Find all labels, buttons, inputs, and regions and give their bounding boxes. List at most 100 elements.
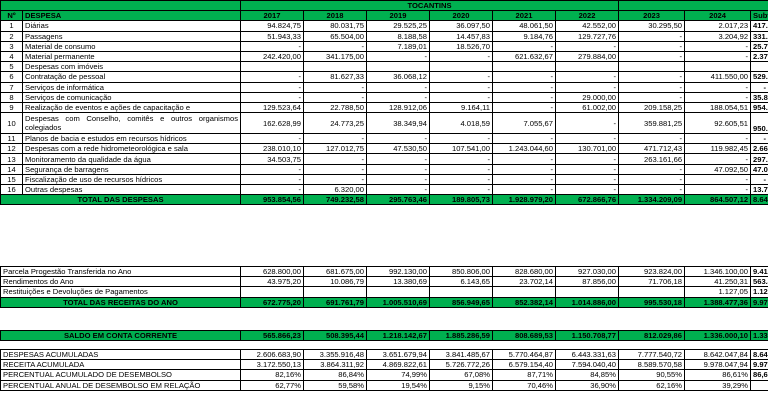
cell-value: 34.503,75 <box>240 153 304 165</box>
cell-value: - <box>554 153 620 165</box>
cell-value: 6.579.154,40 <box>492 359 556 371</box>
acumulados-row: DESPESAS ACUMULADAS 2.606.683,90 3.355.916… <box>0 348 768 361</box>
cell-value: 71.706,18 <box>618 276 685 288</box>
cell-value: 36.097,50 <box>429 20 493 32</box>
cell-value: 80.031,75 <box>303 20 367 32</box>
cell-value: 10.086,79 <box>303 276 367 288</box>
row-subtotal: 35.849,10 <box>750 91 768 103</box>
cell-value: 992.130,00 <box>366 265 430 278</box>
total-value: 1.928.979,20 <box>492 194 556 206</box>
cell-value: - <box>554 163 620 175</box>
row-label: Segurança de barragens <box>22 163 241 175</box>
cell-value: 209.158,25 <box>618 101 686 114</box>
row-number: 10 <box>0 112 23 135</box>
cell-value: 7.055,67 <box>492 112 556 135</box>
cell-value: 59,58% <box>303 379 367 391</box>
column-header: DESPESA <box>22 10 241 22</box>
balance-label: SALDO EM CONTA CORRENTE <box>0 329 241 342</box>
expense-row: 14 Segurança de barragens - - - - - - -47.092,50… <box>0 163 768 175</box>
cell-value: 6.320,00 <box>303 183 367 196</box>
cell-value: - <box>492 153 556 165</box>
cell-value: 86,84% <box>303 369 367 381</box>
expense-row: 1 Diárias 94.824,75 80.031,75 29.525,25 36.09… <box>0 20 768 32</box>
row-subtotal: 9.978.047,94 <box>750 359 768 371</box>
expense-row: 11 Planos de bacia e estudos em recursos … <box>0 133 768 145</box>
row-number: 7 <box>0 81 23 93</box>
cell-value: - <box>366 173 430 186</box>
total-value: 1.388.477,36 <box>684 296 751 308</box>
cell-value: 263.161,66 <box>618 153 686 165</box>
cell-value <box>366 286 430 298</box>
cell-value: 8.642.047,84 <box>684 348 751 361</box>
cell-value: 359.881,25 <box>618 112 686 135</box>
acumulados-row: PERCENTUAL ACUMULADO DE DESEMBOLSO 82,16%… <box>0 369 768 381</box>
total-value: 749.232,58 <box>303 194 367 206</box>
cell-value <box>555 286 619 298</box>
row-label: Fiscalização de uso de recursos hídricos <box>22 173 241 186</box>
row-number: 4 <box>0 50 23 63</box>
cell-value: - <box>366 50 430 63</box>
cell-value: - <box>429 81 493 93</box>
cell-value: 2.606.683,90 <box>240 348 304 361</box>
cell-value: - <box>366 81 430 93</box>
row-label: Despesas com Conselho, comitês e outros … <box>22 112 241 135</box>
cell-value: - <box>554 112 620 135</box>
receitas-rows-row: Parcela Progestão Transferida no Ano 628.… <box>0 265 768 278</box>
cell-value: - <box>303 153 367 165</box>
cell-value: 850.806,00 <box>429 265 493 278</box>
cell-value: - <box>303 133 367 145</box>
row-number: 12 <box>0 143 23 155</box>
column-header: Subtotal <box>750 10 768 22</box>
cell-value: - <box>684 153 752 165</box>
cell-value: 238.010,10 <box>240 143 304 155</box>
row-label: Despesas com a rede hidrometeorológica e… <box>22 143 241 155</box>
total-revenues-row: TOTAL DAS RECEITAS DO ANO 672.775,20 691.7… <box>0 296 768 308</box>
cell-value: - <box>492 133 556 145</box>
cell-value: 8.589.570,58 <box>618 359 685 371</box>
column-header: 2018 <box>303 10 367 22</box>
expense-row: 3 Material de consumo - -7.189,01 18.526,70-… <box>0 40 768 52</box>
total-value: 1.334.209,09 <box>618 194 686 206</box>
cell-value: 1.127,05 <box>684 286 751 298</box>
cell-value <box>492 61 556 73</box>
cell-value: - <box>554 173 620 186</box>
expense-row: 8 Serviços de comunicação - - - - -29.000,00- -… <box>0 91 768 103</box>
cell-value <box>492 286 556 298</box>
cell-value <box>429 61 493 73</box>
row-subtotal: 13.770,73 <box>750 183 768 196</box>
row-subtotal: 954.593,14 <box>750 101 768 114</box>
row-subtotal: 950.734,89 <box>750 112 768 135</box>
row-subtotal: 2.374.911,67 <box>750 50 768 63</box>
cell-value: - <box>684 81 752 93</box>
acumulados-row: RECEITA ACUMULADA 3.172.550,13 3.864.311,9… <box>0 359 768 371</box>
cell-value: - <box>684 173 752 186</box>
total-subtotal: 8.642.047,84 <box>750 194 768 206</box>
row-label: Monitoramento da qualidade da água <box>22 153 241 165</box>
row-subtotal: - <box>750 81 768 93</box>
cell-value: - <box>366 153 430 165</box>
cell-value: - <box>618 163 686 175</box>
balance-value: 508.395,44 <box>303 329 367 342</box>
cell-value: - <box>240 183 304 196</box>
cell-value: - <box>554 40 620 52</box>
cell-value: - <box>303 40 367 52</box>
total-label: TOTAL DAS DESPESAS <box>0 194 241 206</box>
row-label: Realização de eventos e ações de capacit… <box>22 101 241 114</box>
cell-value: - <box>684 183 752 196</box>
cell-value: 242.420,00 <box>240 50 304 63</box>
row-subtotal: 331.879,87 <box>750 30 768 42</box>
row-subtotal: - <box>750 133 768 145</box>
cell-value: 41.250,31 <box>684 276 751 288</box>
row-label: Diárias <box>22 20 241 32</box>
cell-value: - <box>492 91 556 103</box>
expense-row: 13 Monitoramento da qualidade da água 34.5… <box>0 153 768 165</box>
total-value: 691.761,79 <box>303 296 367 308</box>
balance-value: 812.029,86 <box>618 329 685 342</box>
revenues-table: Parcela Progestão Transferida no Ano 628.… <box>0 265 768 308</box>
row-label: Serviços de comunicação <box>22 91 241 103</box>
row-subtotal <box>750 379 768 391</box>
cell-value: - <box>366 91 430 103</box>
cell-value: - <box>554 133 620 145</box>
cell-value: 129.523,64 <box>240 101 304 114</box>
row-subtotal: 2.663.128,67 <box>750 143 768 155</box>
